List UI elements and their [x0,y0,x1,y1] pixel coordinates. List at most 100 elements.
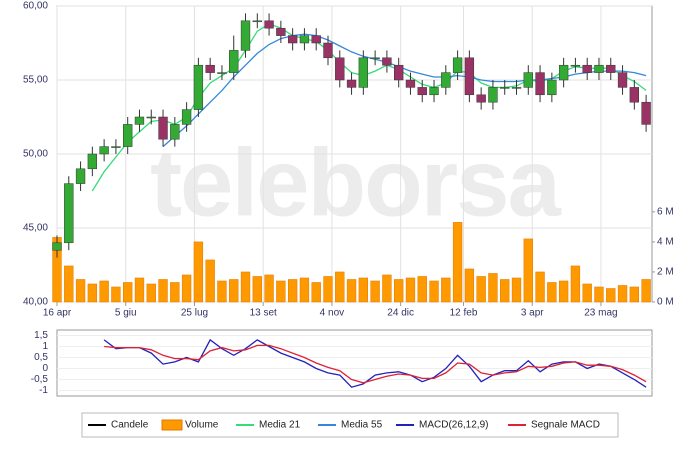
x-tick-label: 3 apr [521,308,544,319]
candle-body [276,27,286,36]
volume-bar [205,259,215,303]
volume-bar [193,241,204,303]
volume-bar [276,280,286,303]
x-tick-label: 12 feb [450,308,478,319]
y-tick-label: 0,5 [34,352,48,363]
line-series [104,344,647,384]
candle-body [594,64,604,73]
volume-bar [382,274,392,303]
volume-bar [523,238,533,303]
volume-bar [488,273,498,303]
volume-bar [441,277,451,303]
candle-body [394,64,404,81]
volume-bar [99,280,109,303]
candle-body [488,87,498,103]
candle-body [52,242,62,251]
candle-body [205,64,215,73]
candle-body [617,72,628,88]
candle-body [370,57,380,60]
volume-bar [417,276,427,303]
y-tick-label: 60,00 [23,1,48,12]
candle-body [181,109,192,125]
volume-bar [405,277,416,303]
candle-body [87,153,98,170]
candle-body [535,72,545,96]
candle-body [382,57,392,66]
candle-body [123,124,133,147]
volume-bar [594,286,604,303]
candle-body [464,57,475,96]
candle-body [476,94,486,103]
volume-bar [464,268,475,303]
legend-label: Media 55 [341,420,383,431]
volume-bar [64,265,74,303]
candle-body [75,168,86,184]
y2-tick-label: 0 M [657,297,674,308]
y-tick-label: 1,5 [34,330,48,341]
y2-tick-label: 6 M [657,206,674,217]
volume-bar [264,274,274,303]
volume-bar [75,279,86,303]
legend-label: Candele [111,420,149,431]
line-series [103,338,647,388]
candle-body [346,79,357,88]
candle-body [64,183,74,244]
candle-body [158,116,168,140]
y-tick-label: -0,5 [31,374,49,385]
volume-bar [452,222,463,303]
volume-bar [335,271,345,303]
volume-bar [299,277,310,303]
candle-body [111,146,121,148]
volume-bar [252,276,262,303]
x-tick-label: 13 set [250,308,277,319]
candle-body [405,79,416,88]
volume-bar [547,282,557,303]
candle-body [335,57,345,81]
volume-bar [217,280,227,303]
candle-body [170,124,180,140]
y-tick-label: 50,00 [23,149,48,160]
candle-body [558,64,569,81]
watermark: teleborsa [150,129,561,236]
candle-body [229,50,239,73]
candle-body [99,146,109,155]
volume-bar [134,277,145,303]
candle-body [287,35,298,44]
candle-body [511,87,522,89]
volume-bar [476,276,486,303]
volume-bar [558,280,569,303]
volume-bar [346,279,357,303]
x-tick-label: 25 lug [181,308,208,319]
volume-bar [287,279,298,303]
candle-body [240,20,251,51]
y-tick-label: 0 [42,363,48,374]
candle-body [641,101,651,125]
candle-body [452,57,463,73]
y-tick-label: 45,00 [23,223,48,234]
candle-body [547,79,557,96]
volume-bar [240,271,251,303]
volume-bar [87,283,98,303]
volume-bar [606,288,616,303]
candle-body [429,87,439,96]
legend-label: MACD(26,12,9) [419,420,488,431]
volume-bar [394,279,404,303]
x-tick-label: 5 giu [115,308,137,319]
volume-bar [617,285,628,303]
candle-body [582,64,592,73]
volume-bar [629,286,639,303]
x-tick-label: 23 mag [584,308,617,319]
candle-body [146,116,156,119]
legend-symbol [161,419,183,431]
y-tick-label: 40,00 [23,297,48,308]
candle-body [606,64,616,73]
x-tick-label: 24 dic [387,308,414,319]
volume-bar [582,283,592,303]
candle-body [311,35,321,44]
volume-bar [358,277,369,303]
y-tick-label: 1 [42,341,48,352]
volume-bar [181,274,192,303]
candle-body [264,20,274,29]
